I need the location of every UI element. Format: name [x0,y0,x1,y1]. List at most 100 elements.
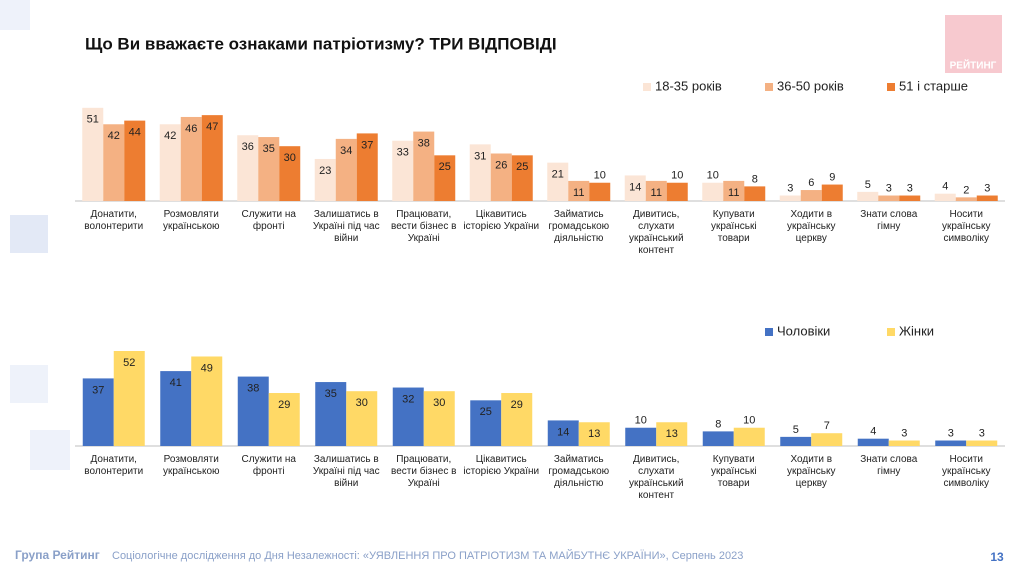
value-label: 32 [402,393,414,405]
bar [779,195,801,201]
category-label: Знати слова гімну [860,209,918,232]
decor [10,365,48,403]
category-label: Займатись громадською діяльністю [548,209,610,244]
value-label: 13 [666,428,678,440]
value-label: 23 [319,165,331,177]
category-label: Носити українську символіку [942,209,991,244]
bar [723,180,745,201]
bar [413,131,435,201]
value-label: 5 [865,179,871,191]
value-label: 3 [787,182,793,194]
value-label: 10 [635,415,647,427]
value-label: 3 [907,182,913,194]
category-label: Працювати, вести бізнес в Україні [391,454,457,489]
value-label: 25 [516,161,528,173]
value-label: 7 [824,420,830,432]
bar [935,440,967,446]
category-label: Залишатись в Україні під час війни [312,209,380,244]
bar [346,391,378,446]
bar [645,180,667,201]
bar [934,193,956,201]
value-label: 3 [901,427,907,439]
bar [656,422,688,446]
footer-brand: Група Рейтинг [15,548,100,562]
value-label: 51 [87,114,99,126]
category-label: Залишатись в Україні під час війни [312,454,380,489]
value-label: 30 [284,152,296,164]
footer-text: Соціологічне дослідження до Дня Незалежн… [112,549,743,562]
bar [589,182,611,201]
bar [434,155,456,201]
value-label: 29 [511,399,523,411]
value-label: 35 [263,143,275,155]
value-label: 3 [979,427,985,439]
value-label: 14 [557,426,569,438]
category-label: Купувати українські товари [710,209,757,244]
value-label: 11 [651,187,662,199]
bar [237,376,269,446]
bar [159,124,181,201]
category-label: Дивитись, слухати український контент [628,454,684,501]
category-label: Цікавитись історією України [463,209,540,232]
bar [878,195,900,201]
category-label: Цікавитись історією України [463,454,540,477]
value-label: 3 [984,182,990,194]
legend-swatch [887,83,895,91]
bar [899,195,921,201]
value-label: 10 [671,170,683,182]
legend-swatch [765,83,773,91]
value-label: 4 [942,181,948,193]
bar [258,137,280,201]
value-label: 34 [340,145,352,157]
bar [392,140,414,201]
value-label: 6 [808,177,814,189]
bar [578,422,610,446]
value-label: 49 [201,362,213,374]
bar [113,351,145,446]
value-label: 42 [108,130,120,142]
category-label: Працювати, вести бізнес в Україні [391,209,457,244]
value-label: 38 [418,137,430,149]
value-label: 30 [433,397,445,409]
bar [470,400,502,446]
value-label: 37 [361,139,373,151]
value-label: 25 [439,161,451,173]
value-label: 44 [129,127,141,139]
bar [315,382,347,446]
value-label: 10 [594,170,606,182]
category-label: Розмовляти українською [162,209,220,232]
page-number: 13 [990,550,1004,564]
bar [423,391,455,446]
legend-label: 18-35 років [655,78,722,93]
legend-swatch [643,83,651,91]
value-label: 33 [397,147,409,159]
bar [800,190,822,201]
legend-swatch [887,328,895,336]
bar [625,427,657,446]
value-label: 5 [793,424,799,436]
value-label: 37 [92,384,104,396]
bar [666,182,688,201]
logo: РЕЙТИНГ [950,59,997,72]
bar [237,135,259,201]
category-label: Ходити в українську церкву [787,454,836,489]
bar [201,115,223,201]
value-label: 10 [743,415,755,427]
value-label: 38 [247,382,259,394]
value-label: 42 [164,130,176,142]
category-label: Носити українську символіку [942,454,991,489]
category-label: Розмовляти українською [162,454,220,477]
bar [702,182,724,201]
legend-swatch [765,328,773,336]
value-label: 29 [278,399,290,411]
bar [279,146,301,201]
decor [0,0,30,30]
bar [547,162,569,201]
category-label: Дивитись, слухати український контент [628,209,684,256]
bar [955,197,977,201]
bar [547,420,579,446]
category-label: Служити на фронті [241,209,296,232]
category-label: Ходити в українську церкву [787,209,836,244]
category-label: Займатись громадською діяльністю [548,454,610,489]
